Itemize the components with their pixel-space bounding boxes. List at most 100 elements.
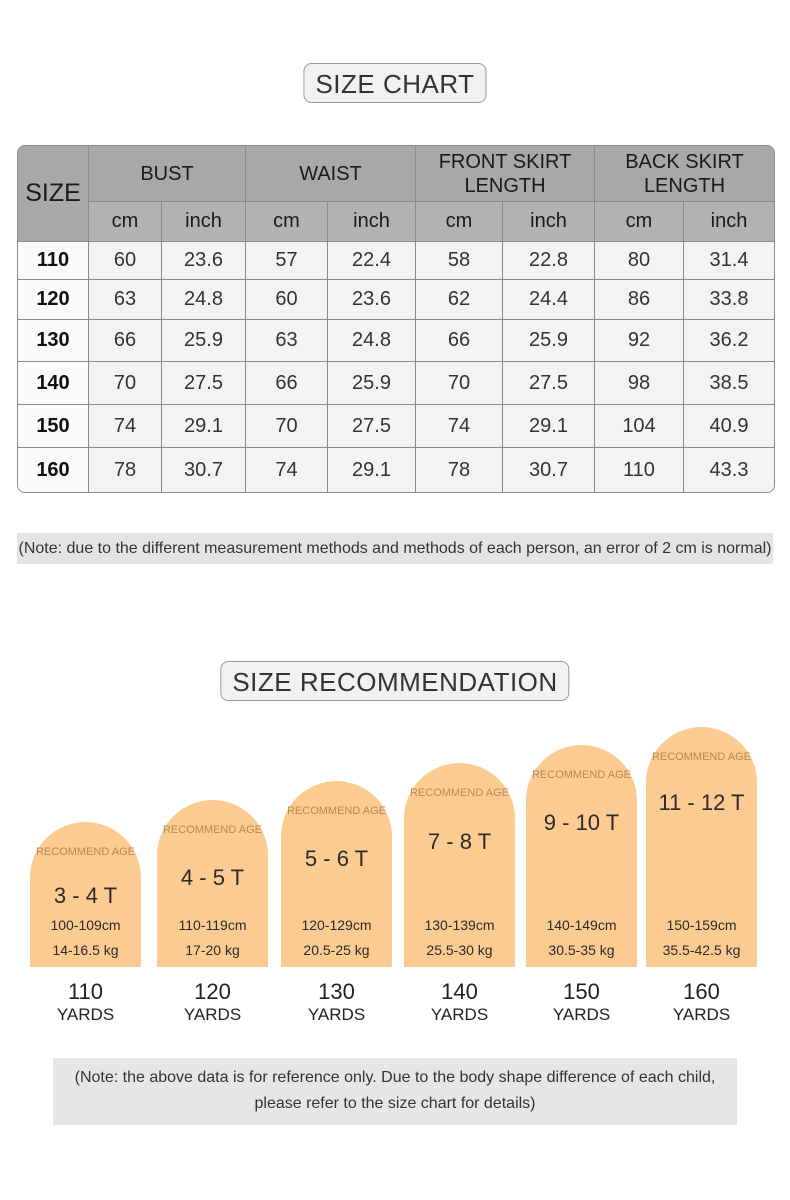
yard-word: YARDS	[552, 1005, 611, 1024]
yard-number: 110	[67, 979, 104, 1004]
weight-range: 17-20 kg	[185, 942, 240, 958]
table-cell: 63	[246, 320, 328, 362]
yard-label: 120 YARDS	[157, 979, 268, 1025]
table-cell: 78	[89, 448, 162, 492]
table-cell: 29.1	[162, 405, 246, 448]
age-range: 11 - 12 T	[658, 790, 745, 815]
yard-label: 140 YARDS	[404, 979, 515, 1025]
waist-header: WAIST	[246, 146, 416, 202]
table-cell: 29.1	[503, 405, 595, 448]
table-cell: 70	[89, 362, 162, 405]
table-cell: 30.7	[503, 448, 595, 492]
table-cell: 23.6	[162, 242, 246, 280]
recommend-age-label: RECOMMEND AGE	[531, 769, 631, 781]
table-cell: 30.7	[162, 448, 246, 492]
size-chart-title: SIZE CHART	[303, 63, 487, 103]
table-cell: 23.6	[328, 280, 416, 320]
table-cell: 25.9	[328, 362, 416, 405]
table-cell: 24.8	[162, 280, 246, 320]
size-recommendation-title: SIZE RECOMMENDATION	[220, 661, 570, 701]
recommend-age-label: RECOMMEND AGE	[35, 846, 135, 858]
table-cell: 29.1	[328, 448, 416, 492]
size-cell: 160	[18, 448, 89, 492]
recommend-age-label: RECOMMEND AGE	[162, 824, 262, 836]
yard-word: YARDS	[430, 1005, 489, 1024]
table-cell: 70	[246, 405, 328, 448]
unit-header: cm	[416, 202, 503, 242]
weight-range: 14-16.5 kg	[52, 942, 119, 958]
table-row: 140 70 27.5 66 25.9 70 27.5 98 38.5	[18, 362, 774, 405]
yard-word: YARDS	[672, 1005, 731, 1024]
table-cell: 86	[595, 280, 684, 320]
height-range: 100-109cm	[50, 917, 121, 933]
table-cell: 38.5	[684, 362, 774, 405]
table-cell: 66	[89, 320, 162, 362]
size-chart-table: SIZE BUST WAIST FRONT SKIRT LENGTH BACK …	[17, 145, 775, 493]
height-range: 140-149cm	[546, 917, 617, 933]
age-range: 4 - 5 T	[180, 865, 245, 890]
height-range: 120-129cm	[301, 917, 372, 933]
table-cell: 66	[246, 362, 328, 405]
table-cell: 25.9	[503, 320, 595, 362]
bust-header: BUST	[89, 146, 246, 202]
size-cell: 120	[18, 280, 89, 320]
table-cell: 58	[416, 242, 503, 280]
recommend-age-label: RECOMMEND AGE	[286, 805, 386, 817]
table-cell: 92	[595, 320, 684, 362]
size-cell: 150	[18, 405, 89, 448]
unit-header: inch	[328, 202, 416, 242]
table-cell: 27.5	[162, 362, 246, 405]
table-cell: 80	[595, 242, 684, 280]
age-range: 3 - 4 T	[53, 883, 118, 908]
table-row: 120 63 24.8 60 23.6 62 24.4 86 33.8	[18, 280, 774, 320]
table-cell: 78	[416, 448, 503, 492]
unit-header: cm	[246, 202, 328, 242]
size-cell: 140	[18, 362, 89, 405]
yard-number: 140	[441, 979, 478, 1004]
unit-header: inch	[503, 202, 595, 242]
recommendation-card: RECOMMEND AGE 5 - 6 T 120-129cm 20.5-25 kg	[281, 781, 392, 967]
recommendation-note: (Note: the above data is for reference o…	[53, 1058, 737, 1125]
table-cell: 74	[246, 448, 328, 492]
recommendation-card: RECOMMEND AGE 9 - 10 T 140-149cm 30.5-35 kg	[526, 745, 637, 967]
age-range: 5 - 6 T	[304, 846, 369, 871]
size-column-header: SIZE	[18, 146, 89, 242]
age-range: 9 - 10 T	[543, 810, 620, 835]
table-cell: 36.2	[684, 320, 774, 362]
yard-label: 110 YARDS	[30, 979, 141, 1025]
recommend-age-label: RECOMMEND AGE	[409, 787, 509, 799]
yard-word: YARDS	[56, 1005, 115, 1024]
size-chart-note: (Note: due to the different measurement …	[17, 533, 773, 564]
recommendation-card: RECOMMEND AGE 3 - 4 T 100-109cm 14-16.5 kg	[30, 822, 141, 967]
table-cell: 22.4	[328, 242, 416, 280]
table-cell: 57	[246, 242, 328, 280]
yard-label: 130 YARDS	[281, 979, 392, 1025]
table-cell: 63	[89, 280, 162, 320]
table-cell: 110	[595, 448, 684, 492]
weight-range: 20.5-25 kg	[303, 942, 370, 958]
table-cell: 40.9	[684, 405, 774, 448]
table-row: 130 66 25.9 63 24.8 66 25.9 92 36.2	[18, 320, 774, 362]
table-cell: 31.4	[684, 242, 774, 280]
table-cell: 27.5	[503, 362, 595, 405]
table-row: 160 78 30.7 74 29.1 78 30.7 110 43.3	[18, 448, 774, 492]
table-cell: 43.3	[684, 448, 774, 492]
weight-range: 35.5-42.5 kg	[662, 942, 741, 958]
height-range: 150-159cm	[666, 917, 737, 933]
table-cell: 70	[416, 362, 503, 405]
recommend-age-label: RECOMMEND AGE	[651, 751, 751, 763]
recommendation-note-line-1: (Note: the above data is for reference o…	[74, 1069, 716, 1086]
height-range: 110-119cm	[178, 917, 247, 933]
yard-number: 150	[563, 979, 600, 1004]
table-cell: 98	[595, 362, 684, 405]
yard-label: 150 YARDS	[526, 979, 637, 1025]
table-cell: 27.5	[328, 405, 416, 448]
unit-header: inch	[162, 202, 246, 242]
height-range: 130-139cm	[424, 917, 495, 933]
weight-range: 30.5-35 kg	[548, 942, 615, 958]
table-cell: 66	[416, 320, 503, 362]
table-cell: 104	[595, 405, 684, 448]
weight-range: 25.5-30 kg	[426, 942, 493, 958]
table-cell: 74	[416, 405, 503, 448]
table-cell: 24.4	[503, 280, 595, 320]
